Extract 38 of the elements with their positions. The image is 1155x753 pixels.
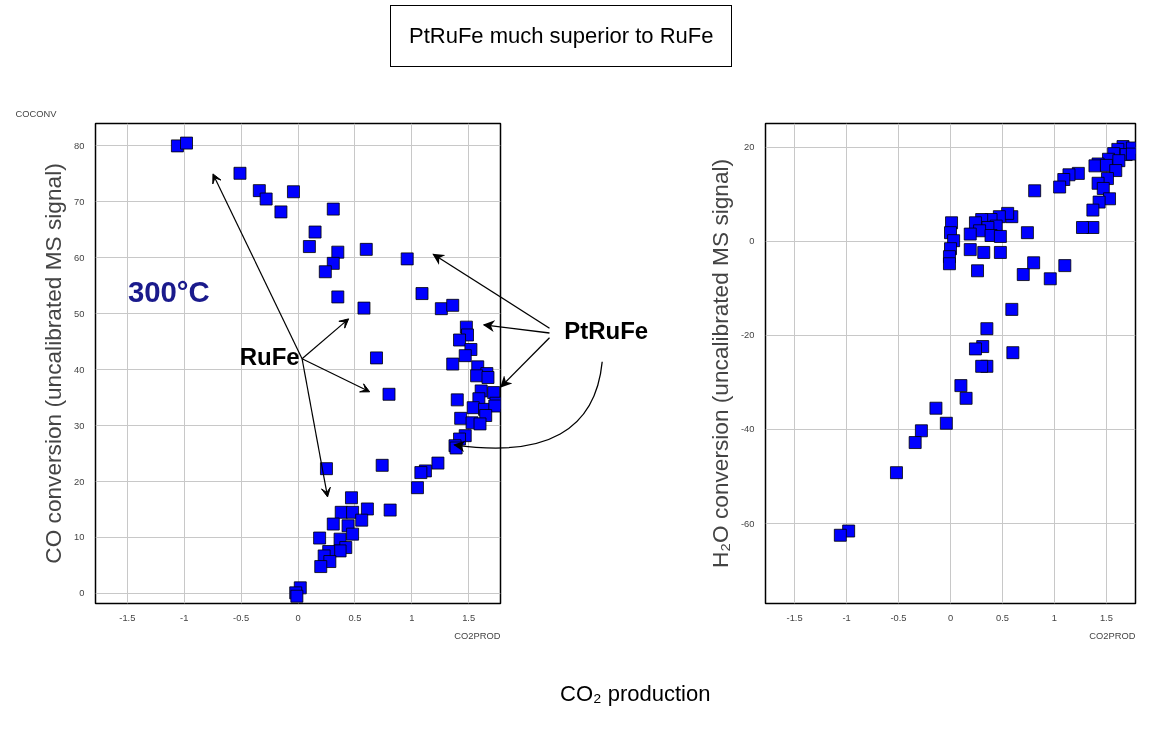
y-tick-label: 20 bbox=[74, 476, 85, 487]
y-tick-label: -60 bbox=[741, 518, 755, 529]
x-tick-label: -1 bbox=[180, 612, 189, 623]
text: CO2PROD bbox=[1089, 630, 1136, 641]
y-tick-label: 60 bbox=[74, 252, 85, 263]
text: COCONV bbox=[15, 108, 58, 119]
x-tick-label: -0.5 bbox=[233, 612, 250, 623]
annotation: 300°C bbox=[127, 275, 210, 308]
x-tick-label: -1.5 bbox=[119, 612, 136, 623]
y-tick-label: 0 bbox=[79, 588, 85, 599]
x-tick-label: 0.5 bbox=[995, 612, 1009, 623]
x-tick-label: 1 bbox=[409, 612, 415, 623]
text: PtRuFe bbox=[564, 317, 649, 345]
y-tick-label: 50 bbox=[74, 308, 85, 319]
x-tick-label: 0 bbox=[947, 612, 954, 623]
x-tick-label: -1 bbox=[842, 612, 851, 623]
x-tick-label: -1.5 bbox=[786, 612, 803, 623]
y-axis-title: CO conversion (uncalibrated MS signal) bbox=[40, 163, 67, 564]
x-axis-title: CO₂ production bbox=[560, 680, 711, 708]
y-tick-label: 0 bbox=[749, 236, 755, 247]
y-axis-title: H₂O conversion (uncalibrated MS signal) bbox=[707, 158, 734, 569]
y-tick-label: 20 bbox=[744, 142, 755, 153]
y-tick-label: 80 bbox=[74, 140, 85, 151]
y-tick-label: 30 bbox=[74, 420, 85, 431]
text: PtRuFe much superior to RuFe bbox=[409, 22, 714, 50]
y-tick-label: 10 bbox=[74, 532, 85, 543]
x-tick-label: 1.5 bbox=[1099, 612, 1113, 623]
x-tick-label: 0 bbox=[295, 612, 301, 623]
y-tick-label: 40 bbox=[74, 364, 85, 375]
annotation: RuFe bbox=[239, 342, 300, 370]
x-tick-label: 1 bbox=[1051, 612, 1058, 623]
y-tick-label: 70 bbox=[74, 196, 85, 207]
x-tick-label: 0.5 bbox=[348, 612, 362, 623]
x-tick-label: 1.5 bbox=[462, 612, 476, 623]
x-tick-label: -0.5 bbox=[890, 612, 907, 623]
y-tick-label: -40 bbox=[741, 424, 755, 435]
text: CO2PROD bbox=[454, 630, 501, 641]
y-tick-label: -20 bbox=[741, 330, 755, 341]
